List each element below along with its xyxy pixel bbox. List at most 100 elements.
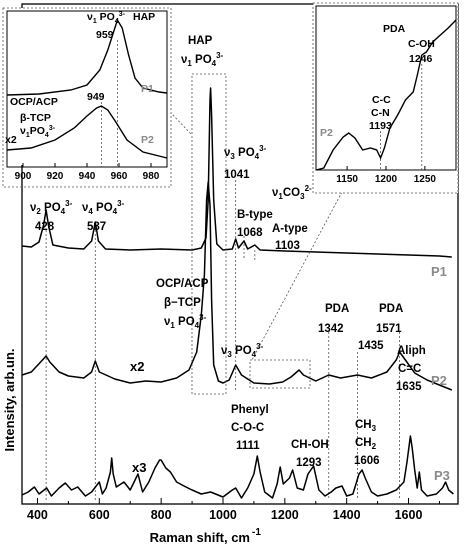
svg-text:CH-OH: CH-OH	[291, 439, 329, 451]
svg-text:1103: 1103	[275, 240, 300, 252]
annotation-choh: CH-OH 1293	[291, 439, 329, 469]
svg-text:Aliph: Aliph	[397, 345, 426, 357]
svg-text:1293: 1293	[296, 457, 322, 469]
annotation-v1-hap: ν1 PO43-	[181, 51, 224, 68]
annotation-atype: A-type 1103	[272, 223, 308, 252]
inset-right-tick-label: 1250	[414, 174, 437, 185]
svg-text:1342: 1342	[318, 323, 344, 335]
svg-text:CH2: CH2	[355, 437, 377, 451]
svg-text:ν4 PO43-: ν4 PO43-	[82, 199, 125, 216]
annotation-v4-587: ν4 PO43- 587	[82, 199, 125, 233]
series-line-p3	[21, 435, 454, 499]
inset-left-ticks: 900 920 940 960 980	[15, 163, 160, 182]
inset-right-dashed-border	[312, 2, 459, 194]
svg-text:428: 428	[35, 221, 55, 233]
annotation-arom: Aliph C=C 1635	[396, 345, 426, 393]
inset-left-p2: P2	[141, 134, 154, 146]
annotation-v3-1041: ν3 PO43- 1041	[224, 144, 267, 181]
marker-guides	[45, 180, 400, 500]
inset-left-949: 949	[87, 91, 105, 103]
svg-text:OCP/ACP: OCP/ACP	[156, 278, 209, 290]
inset-left-tick-label: 920	[47, 171, 64, 182]
inset-right-cn: C-N	[371, 107, 390, 119]
x-tick-label: 1600	[395, 508, 423, 522]
svg-text:C-O-C: C-O-C	[231, 422, 264, 434]
series-line-p1	[21, 87, 452, 258]
svg-text:1606: 1606	[354, 455, 380, 467]
hap-region-box	[191, 73, 227, 395]
inset-left-p1: P1	[141, 83, 154, 95]
inset-right: 1150 1200 1250 PDA C-OH 1246 C-C C-N 1193 …	[312, 2, 459, 194]
inset-right-line-p2	[315, 19, 457, 171]
inset-right-cc: C-C	[372, 94, 391, 106]
inset-left-btcp: β-TCP	[20, 112, 51, 124]
inset-left-tick-label: 980	[143, 171, 160, 182]
inset-left-x2: x2	[5, 134, 17, 146]
inset-right-1246: 1246	[409, 53, 433, 65]
plot-frame	[21, 3, 459, 505]
svg-text:1041: 1041	[224, 169, 250, 181]
series-label-p3: P3	[434, 468, 450, 483]
svg-text:1111: 1111	[236, 440, 260, 452]
inset-right-pda: PDA	[383, 23, 406, 35]
series-label-p2: P2	[431, 373, 447, 388]
inset-left-connector	[169, 111, 193, 136]
svg-text:C=C: C=C	[398, 363, 421, 375]
inset-left-tick-label: 900	[15, 171, 32, 182]
inset-right-series	[315, 19, 457, 171]
inset-left-line-p2	[6, 105, 168, 159]
x-tick-label: 1200	[271, 508, 299, 522]
spectra-series	[21, 87, 454, 499]
svg-text:ν2 PO43-: ν2 PO43-	[30, 199, 73, 216]
inset-left-959: 959	[96, 29, 114, 41]
annotation-1435: 1435	[358, 340, 384, 352]
svg-text:A-type: A-type	[272, 223, 308, 235]
svg-text:B-type: B-type	[237, 209, 273, 221]
svg-text:ν3 PO43-: ν3 PO43-	[221, 342, 264, 359]
inset-left-dashed-border	[2, 7, 172, 188]
inset-left-series	[6, 18, 168, 159]
svg-text:ν1 PO43-: ν1 PO43-	[181, 51, 224, 68]
x-tick-label: 1400	[333, 508, 361, 522]
annotation-v1-co3: ν1CO32-	[272, 184, 312, 201]
annotation-phenyl: Phenyl C-O-C 1111	[231, 404, 269, 452]
annotation-pda-1342: PDA 1342	[318, 303, 349, 335]
svg-text:PDA: PDA	[325, 303, 349, 315]
svg-text:Phenyl: Phenyl	[231, 404, 269, 416]
svg-text:1571: 1571	[376, 323, 402, 335]
annotation-x3: x3	[132, 460, 146, 475]
inset-right-tick-label: 1200	[375, 174, 398, 185]
inset-left-frame	[3, 8, 171, 165]
inset-right-guides	[380, 64, 423, 170]
x-axis-ticks: 400 600 800 1000 1200 1400 1600	[27, 498, 440, 522]
svg-text:ν1CO32-: ν1CO32-	[272, 184, 312, 201]
inset-right-1193: 1193	[369, 120, 392, 132]
x-tick-label: 1000	[209, 508, 237, 522]
inset-right-bg	[313, 3, 458, 193]
inset-left-guides	[101, 40, 118, 167]
annotation-x2: x2	[130, 359, 144, 374]
x-tick-label: 400	[27, 508, 48, 522]
annotation-hap: HAP	[188, 35, 213, 47]
y-axis-title: Intensity, arb.un.	[2, 348, 17, 451]
annotation-ch3-ch2: CH3 CH2 1606	[354, 419, 380, 467]
svg-text:HAP: HAP	[188, 35, 213, 47]
inset-right-tick-label: 1150	[336, 174, 358, 185]
inset-left-tick-label: 960	[111, 171, 128, 182]
inset-left: 900 920 940 960 980 ν1 PO43- 959 HAP OCP/ACP…	[2, 7, 172, 188]
annotation-btype: B-type 1068	[237, 209, 273, 239]
annotation-v2-428: ν2 PO43- 428	[30, 199, 73, 233]
series-line-p2	[21, 181, 453, 391]
annotation-v3-p2: ν3 PO43-	[221, 342, 264, 359]
inset-left-tick-label: 940	[79, 171, 96, 182]
inset-left-hap: HAP	[133, 11, 155, 23]
x-axis-title: Raman shift, cm	[150, 530, 250, 545]
x-tick-label: 600	[89, 508, 110, 522]
pda-region-box	[249, 359, 311, 389]
svg-text:1068: 1068	[237, 227, 263, 239]
svg-text:ν3 PO43-: ν3 PO43-	[224, 144, 267, 161]
svg-text:587: 587	[87, 221, 106, 233]
svg-text:β−TCP: β−TCP	[164, 297, 201, 309]
x-tick-label: 800	[151, 508, 172, 522]
inset-right-ticks: 1150 1200 1250	[336, 166, 436, 185]
